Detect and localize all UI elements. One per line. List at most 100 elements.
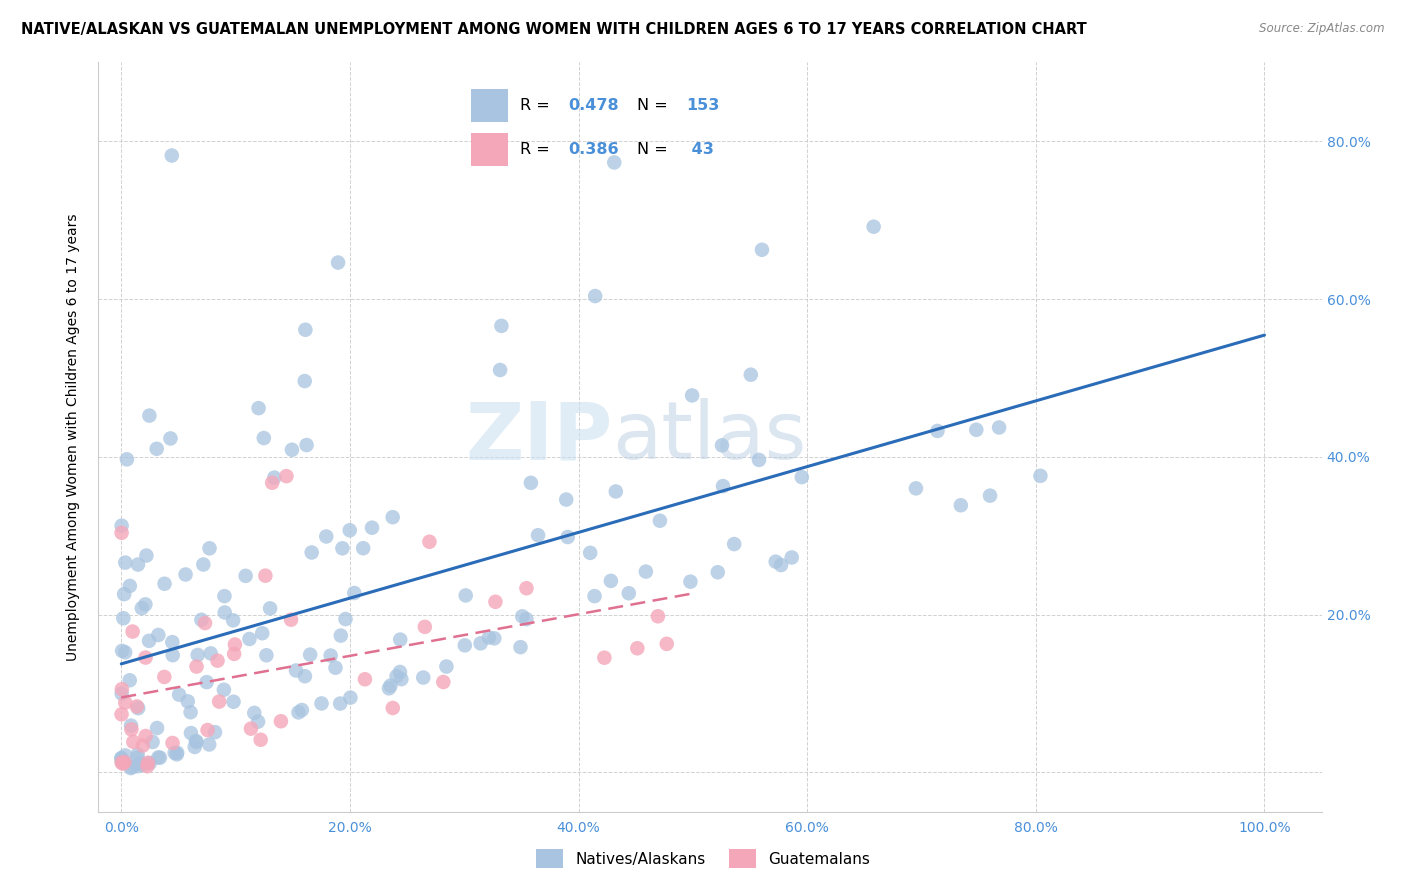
Point (329, 697, 352, 711)
Point (114, 748, 136, 763)
Point (965, 423, 987, 437)
Point (198, 541, 221, 556)
Point (979, 489, 1001, 503)
Point (112, 756, 135, 771)
Point (153, 670, 176, 684)
Point (413, 620, 436, 634)
Point (339, 690, 361, 705)
Point (583, 289, 606, 303)
Point (484, 632, 506, 646)
Point (125, 699, 148, 714)
Point (515, 612, 537, 626)
Point (167, 688, 190, 702)
Point (183, 739, 205, 754)
Point (527, 528, 550, 542)
Point (555, 492, 578, 507)
Point (927, 424, 949, 438)
Point (280, 613, 302, 627)
Point (655, 637, 678, 651)
Point (281, 442, 304, 457)
Point (605, 484, 627, 499)
Point (136, 759, 159, 773)
Point (593, 650, 616, 665)
Point (212, 682, 235, 697)
Point (509, 640, 531, 655)
Point (190, 613, 212, 627)
Point (389, 672, 412, 686)
Point (198, 738, 221, 752)
Point (139, 756, 162, 770)
Point (149, 750, 172, 764)
Point (115, 452, 138, 467)
Point (790, 470, 813, 484)
Point (112, 587, 135, 601)
Point (187, 648, 209, 662)
Point (120, 723, 142, 737)
Point (740, 368, 762, 382)
Point (470, 636, 492, 650)
Point (301, 545, 323, 559)
Point (180, 726, 202, 740)
Point (247, 714, 270, 729)
Point (603, 155, 626, 169)
Point (186, 659, 208, 673)
Point (765, 555, 787, 569)
Point (118, 673, 141, 688)
Point (436, 659, 458, 673)
Point (235, 569, 257, 583)
Point (325, 661, 347, 675)
Point (162, 635, 184, 649)
Point (131, 601, 153, 615)
Point (120, 718, 142, 732)
Point (177, 694, 200, 708)
Point (315, 529, 337, 543)
Point (412, 671, 434, 685)
Point (388, 665, 411, 679)
Text: ZIP: ZIP (465, 398, 612, 476)
Point (247, 401, 270, 416)
Point (111, 518, 134, 533)
Point (510, 609, 533, 624)
Point (162, 648, 184, 663)
Point (112, 611, 135, 625)
Point (478, 631, 501, 645)
Point (319, 648, 342, 663)
Point (339, 523, 361, 537)
Point (195, 675, 218, 690)
Point (145, 442, 167, 456)
Point (294, 323, 316, 337)
Point (579, 546, 602, 560)
Point (378, 681, 401, 696)
Point (135, 729, 157, 743)
Point (263, 470, 285, 484)
Point (249, 732, 271, 747)
Point (988, 420, 1011, 434)
Point (200, 646, 222, 660)
Point (160, 148, 183, 162)
Point (153, 576, 176, 591)
Point (208, 695, 231, 709)
Point (135, 549, 157, 563)
Point (121, 760, 143, 774)
Point (142, 735, 165, 749)
Point (146, 721, 169, 735)
Point (489, 363, 512, 377)
Point (254, 568, 277, 582)
Point (138, 633, 160, 648)
Point (180, 705, 202, 719)
Point (515, 581, 537, 595)
Point (617, 586, 640, 600)
Point (259, 601, 281, 615)
Point (626, 641, 648, 656)
Point (127, 701, 149, 715)
Point (127, 759, 149, 773)
Point (174, 567, 197, 582)
Point (111, 755, 134, 769)
Point (110, 751, 132, 765)
Point (454, 639, 477, 653)
Point (295, 438, 318, 452)
Point (132, 757, 155, 772)
Point (207, 654, 229, 668)
Point (136, 756, 159, 770)
Point (186, 735, 208, 749)
